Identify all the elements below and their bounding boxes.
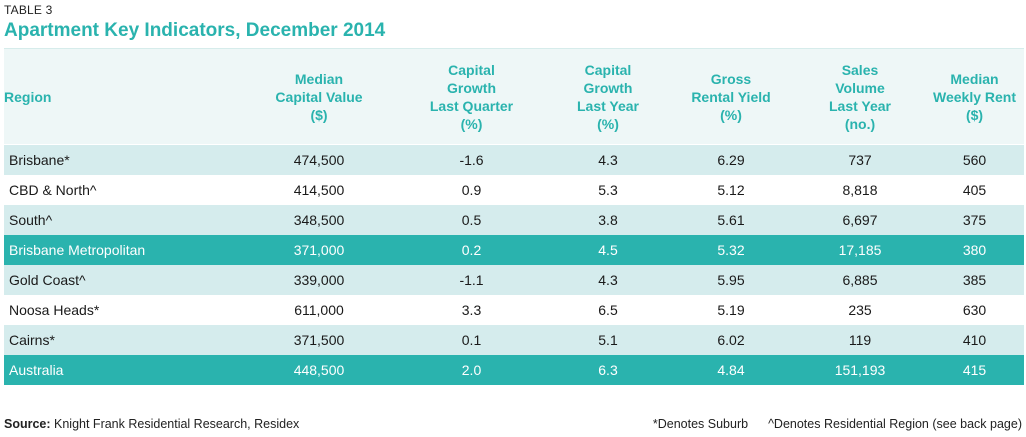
cell-region: Brisbane* <box>9 152 70 168</box>
table-row: CBD & North^ 414,500 0.9 5.3 5.12 8,818 405 <box>4 175 1024 205</box>
cell-region: Cairns* <box>9 332 55 348</box>
cell-sales-volume: 737 <box>848 152 872 168</box>
column-header-median-capital-value: Median Capital Value ($) <box>275 70 363 123</box>
cell-growth-quarter: 0.2 <box>461 242 482 258</box>
cell-region: Australia <box>9 362 64 378</box>
cell-rental-yield: 6.02 <box>717 332 745 348</box>
cell-growth-quarter: -1.6 <box>459 152 484 168</box>
table-title: Apartment Key Indicators, December 2014 <box>4 20 386 41</box>
cell-rental-yield: 5.95 <box>717 272 745 288</box>
column-header-region: Region <box>4 88 52 105</box>
cell-growth-quarter: -1.1 <box>459 272 484 288</box>
cell-weekly-rent: 630 <box>962 302 987 318</box>
cell-growth-year: 4.5 <box>598 242 618 258</box>
cell-sales-volume: 8,818 <box>842 182 878 198</box>
cell-weekly-rent: 380 <box>962 242 987 258</box>
table-row: Brisbane Metropolitan 371,000 0.2 4.5 5.32 17… <box>4 235 1024 265</box>
column-header-rental-yield: Gross Rental Yield (%) <box>691 70 771 123</box>
source-text: Knight Frank Residential Research, Resid… <box>50 417 300 431</box>
cell-weekly-rent: 410 <box>962 332 987 348</box>
table-row: Gold Coast^ 339,000 -1.1 4.3 5.95 6,885 385 <box>4 265 1024 295</box>
cell-growth-year: 5.3 <box>598 182 618 198</box>
cell-median-capital-value: 414,500 <box>293 182 345 198</box>
note-suburb: *Denotes Suburb <box>652 417 749 431</box>
cell-median-capital-value: 448,500 <box>293 362 345 378</box>
cell-region: South^ <box>9 212 53 228</box>
cell-growth-quarter: 3.3 <box>461 302 482 318</box>
cell-rental-yield: 4.84 <box>717 362 745 378</box>
cell-growth-year: 6.5 <box>598 302 618 318</box>
column-header-growth-year: Capital Growth Last Year (%) <box>576 61 639 132</box>
table-row: Cairns* 371,500 0.1 5.1 6.02 119 410 <box>4 325 1024 355</box>
cell-median-capital-value: 348,500 <box>293 212 345 228</box>
cell-sales-volume: 151,193 <box>834 362 886 378</box>
cell-sales-volume: 17,185 <box>838 242 882 258</box>
cell-growth-year: 3.8 <box>598 212 618 228</box>
table-body: Brisbane* 474,500 -1.6 4.3 6.29 737 560 CBD & N… <box>4 145 1024 385</box>
table-row: South^ 348,500 0.5 3.8 5.61 6,697 375 <box>4 205 1024 235</box>
cell-median-capital-value: 371,500 <box>293 332 345 348</box>
cell-sales-volume: 6,697 <box>842 212 878 228</box>
cell-weekly-rent: 560 <box>962 152 987 168</box>
cell-median-capital-value: 339,000 <box>293 272 345 288</box>
column-header-growth-quarter: Capital Growth Last Quarter (%) <box>429 61 514 132</box>
cell-growth-year: 6.3 <box>598 362 618 378</box>
cell-weekly-rent: 375 <box>962 212 987 228</box>
cell-sales-volume: 6,885 <box>842 272 878 288</box>
table-header: Region Median Capital Value ($) Capital … <box>4 48 1024 144</box>
cell-median-capital-value: 474,500 <box>293 152 345 168</box>
table-row: Noosa Heads* 611,000 3.3 6.5 5.19 235 630 <box>4 295 1024 325</box>
table-row: Australia 448,500 2.0 6.3 4.84 151,193 415 <box>4 355 1024 385</box>
cell-weekly-rent: 385 <box>962 272 987 288</box>
cell-sales-volume: 235 <box>848 302 872 318</box>
table-label: TABLE 3 <box>4 3 53 17</box>
column-header-weekly-rent: Median Weekly Rent ($) <box>933 70 1016 123</box>
cell-median-capital-value: 371,000 <box>293 242 345 258</box>
cell-growth-year: 4.3 <box>598 152 618 168</box>
source-note: Source: Knight Frank Residential Researc… <box>4 417 299 431</box>
cell-median-capital-value: 611,000 <box>294 302 344 318</box>
cell-region: Brisbane Metropolitan <box>9 242 146 258</box>
cell-growth-year: 5.1 <box>598 332 618 348</box>
cell-growth-quarter: 2.0 <box>461 362 482 378</box>
cell-sales-volume: 119 <box>848 332 872 348</box>
cell-rental-yield: 5.32 <box>717 242 745 258</box>
source-label: Source: <box>4 417 51 431</box>
cell-growth-quarter: 0.5 <box>461 212 482 228</box>
cell-rental-yield: 5.61 <box>717 212 745 228</box>
cell-rental-yield: 5.19 <box>717 302 745 318</box>
cell-region: CBD & North^ <box>9 182 97 198</box>
cell-region: Gold Coast^ <box>9 272 86 288</box>
column-header-sales-volume: Sales Volume Last Year (no.) <box>828 61 891 132</box>
legend-notes: *Denotes Suburb ^Denotes Residential Regi… <box>633 417 1022 431</box>
note-region: ^Denotes Residential Region (see back pa… <box>768 417 1022 431</box>
cell-region: Noosa Heads* <box>9 302 100 318</box>
table-row: Brisbane* 474,500 -1.6 4.3 6.29 737 560 <box>4 145 1024 175</box>
cell-growth-year: 4.3 <box>598 272 618 288</box>
cell-rental-yield: 5.12 <box>717 182 745 198</box>
cell-rental-yield: 6.29 <box>717 152 745 168</box>
cell-weekly-rent: 405 <box>962 182 987 198</box>
cell-growth-quarter: 0.1 <box>461 332 482 348</box>
cell-growth-quarter: 0.9 <box>461 182 482 198</box>
cell-weekly-rent: 415 <box>962 362 987 378</box>
